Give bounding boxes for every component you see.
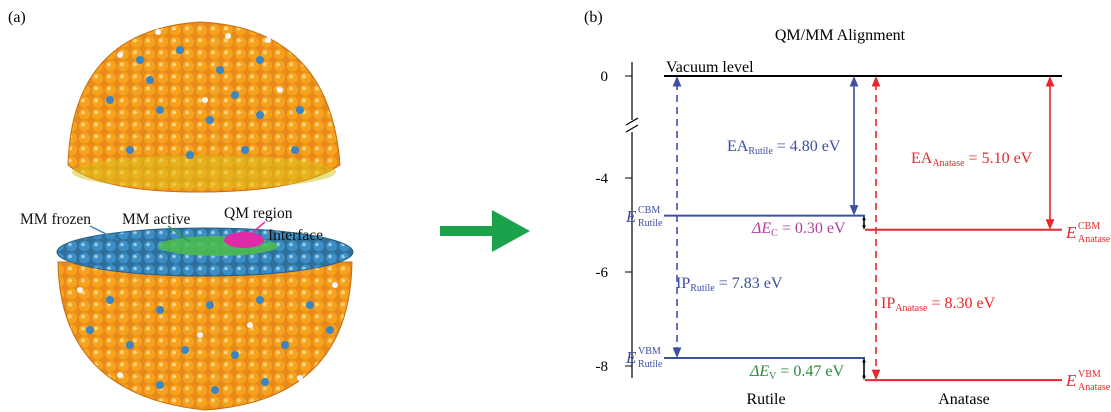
delta-c-label: ΔEC = 0.30 eV — [751, 220, 846, 239]
interface-pointer — [261, 239, 271, 245]
svg-text:E: E — [1065, 223, 1077, 242]
energy-axis: 0 -4 -6 -8 — [596, 62, 639, 378]
diagram-title: QM/MM Alignment — [775, 27, 906, 44]
svg-text:E: E — [625, 207, 637, 226]
svg-text:E: E — [1065, 371, 1077, 390]
mm-frozen-label: MM frozen — [20, 211, 91, 228]
svg-text:VBM: VBM — [638, 346, 661, 357]
lower-hemisphere — [57, 261, 353, 411]
vacuum-level-label: Vacuum level — [666, 59, 754, 76]
alignment-diagram: (b) QM/MM Alignment 0 -4 -6 -8 Vacuum le… — [584, 9, 1111, 408]
ip-anatase-arrow-head-bottom — [871, 369, 881, 381]
e-cbm-rutile-label: E CBM Rutile — [625, 205, 663, 229]
panel-b-label: (b) — [584, 9, 603, 26]
svg-text:Rutile: Rutile — [638, 359, 663, 370]
axis-break-mark-2 — [625, 124, 639, 133]
interface-label: Interface — [268, 227, 323, 244]
mm-frozen-pointer — [89, 225, 119, 241]
mm-active-label: MM active — [122, 211, 191, 228]
delta-c-arrow-head-top — [862, 215, 866, 221]
e-cbm-anatase-label: E CBM Anatase — [1065, 221, 1111, 245]
panel-a-label: (a) — [8, 9, 26, 26]
svg-text:CBM: CBM — [1078, 221, 1100, 232]
panel-a: (a) — [0, 0, 420, 412]
e-vbm-rutile-label: E VBM Rutile — [625, 346, 663, 370]
panel-b: (b) QM/MM Alignment 0 -4 -6 -8 Vacuum le… — [570, 0, 1111, 412]
lower-blue-atoms — [86, 296, 334, 394]
svg-text:CBM: CBM — [638, 205, 660, 216]
mm-active-pointer — [167, 225, 191, 243]
cluster-figure: (a) — [8, 9, 354, 411]
tick-label-m8: -8 — [596, 359, 609, 375]
svg-text:Rutile: Rutile — [638, 218, 663, 229]
svg-text:Anatase: Anatase — [1078, 234, 1111, 245]
svg-text:E: E — [625, 348, 637, 367]
ip-anatase-arrow-head-top — [871, 76, 881, 87]
ea-anatase-arrow-head-bottom — [1045, 219, 1055, 230]
upper-blue-atoms — [106, 46, 304, 159]
ea-anatase-arrow-head-top — [1045, 76, 1055, 87]
upper-white-atoms — [117, 29, 283, 103]
x-label-anatase: Anatase — [938, 391, 990, 408]
energy-arrows — [672, 76, 1055, 381]
delta-c-arrow-head-bottom — [862, 225, 866, 230]
tick-label-m6: -6 — [596, 265, 609, 281]
axis-break-mark-1 — [625, 117, 639, 126]
right-arrow-icon — [440, 210, 530, 252]
e-vbm-anatase-label: E VBM Anatase — [1065, 369, 1111, 393]
ea-rutile-label: EARutile = 4.80 eV — [727, 138, 841, 157]
svg-text:VBM: VBM — [1078, 369, 1101, 380]
ip-anatase-label: IPAnatase = 8.30 eV — [881, 295, 996, 314]
delta-v-arrow-head-top — [862, 358, 866, 363]
lower-white-atoms — [77, 282, 338, 381]
transition-arrow — [440, 210, 530, 252]
tick-label-m4: -4 — [596, 171, 609, 187]
qm-region-pointer — [247, 221, 266, 237]
upper-cut-plane — [72, 155, 336, 189]
ip-rutile-arrow-head-bottom — [672, 347, 682, 359]
upper-hemisphere — [67, 21, 341, 193]
x-label-rutile: Rutile — [746, 391, 785, 408]
ea-rutile-arrow-head-bottom — [849, 205, 859, 216]
svg-text:Anatase: Anatase — [1078, 382, 1111, 393]
ip-rutile-arrow-head-top — [672, 76, 682, 87]
delta-v-label: ΔEV = 0.47 eV — [749, 363, 845, 382]
delta-v-arrow-head-bottom — [862, 375, 866, 381]
transition-arrow-area — [420, 0, 570, 412]
qm-region-label: QM region — [224, 205, 293, 222]
ip-rutile-label: IPRutile = 7.83 eV — [676, 275, 783, 294]
qm-region — [224, 232, 264, 248]
ea-rutile-arrow-head-top — [849, 76, 859, 87]
tick-label-0: 0 — [601, 69, 609, 85]
ea-anatase-label: EAAnatase = 5.10 eV — [911, 150, 1033, 169]
